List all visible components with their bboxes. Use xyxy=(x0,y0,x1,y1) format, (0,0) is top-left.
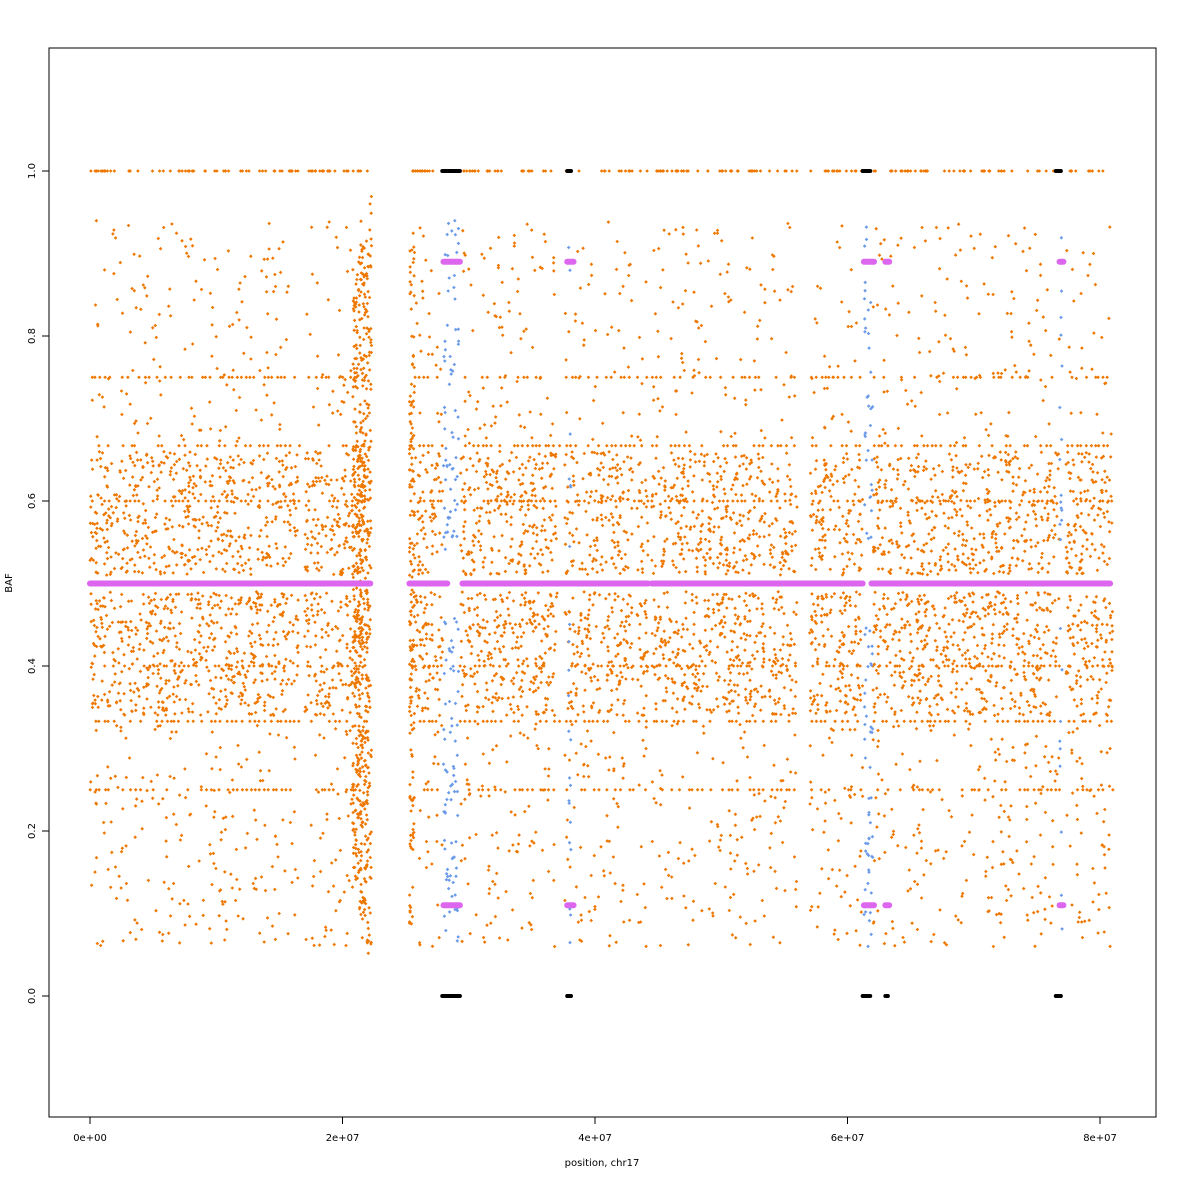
homozygous-layer xyxy=(440,169,1063,998)
y-tick-label: 0.4 xyxy=(27,658,38,674)
x-tick-label: 8e+07 xyxy=(1083,1133,1117,1144)
y-axis: 0.0 0.2 0.4 0.6 0.8 1.0 xyxy=(27,163,50,1004)
snp-baf-points xyxy=(88,169,1115,956)
y-tick-label: 0.2 xyxy=(27,823,38,839)
x-axis-title: position, chr17 xyxy=(565,1158,640,1169)
y-tick-label: 0.0 xyxy=(27,988,38,1004)
x-tick-label: 4e+07 xyxy=(578,1133,612,1144)
y-axis-title: BAF xyxy=(4,573,15,593)
x-axis: 0e+00 2e+07 4e+07 6e+07 8e+07 xyxy=(73,1116,1117,1144)
y-tick-label: 1.0 xyxy=(27,163,38,179)
x-tick-label: 0e+00 xyxy=(73,1133,107,1144)
x-tick-label: 2e+07 xyxy=(326,1133,360,1144)
x-tick-label: 6e+07 xyxy=(831,1133,865,1144)
y-tick-label: 0.8 xyxy=(27,328,38,344)
y-tick-label: 0.6 xyxy=(27,493,38,509)
snp-points-layer xyxy=(88,169,1115,956)
segment-layer xyxy=(87,258,1114,909)
